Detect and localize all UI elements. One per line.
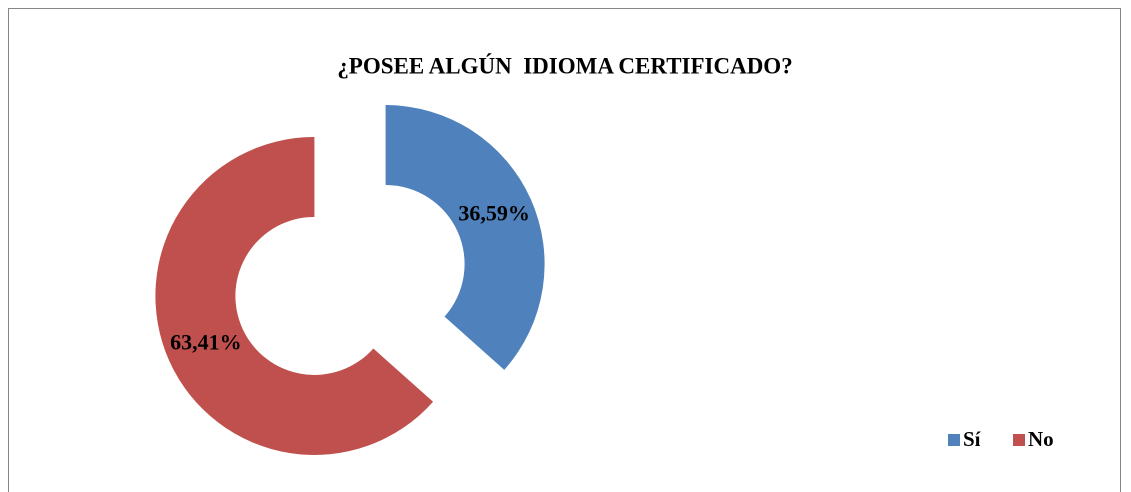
legend-label: Sí — [963, 427, 982, 451]
data-label: 63,41% — [170, 330, 242, 355]
legend-swatch — [1013, 434, 1025, 446]
chart-frame — [8, 8, 1121, 492]
donut-slice — [155, 136, 434, 455]
chart-title: ¿POSEE ALGÚN IDIOMA CERTIFICADO? — [337, 53, 792, 78]
data-label: 36,59% — [458, 200, 530, 225]
donut-slice — [385, 105, 545, 370]
legend-swatch — [948, 434, 960, 446]
legend-label: No — [1028, 427, 1054, 451]
